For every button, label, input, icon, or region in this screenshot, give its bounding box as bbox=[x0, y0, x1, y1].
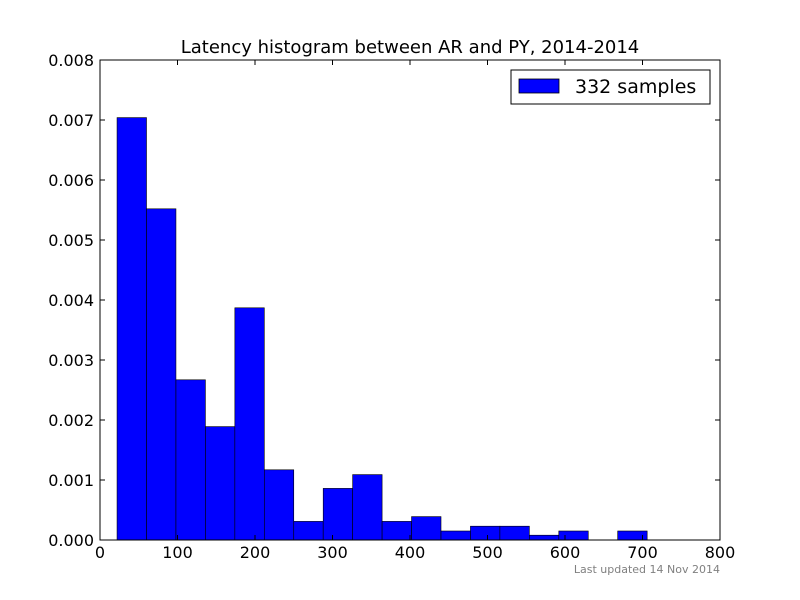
y-tick-label: 0.003 bbox=[48, 351, 94, 370]
histogram-bar-5 bbox=[263, 469, 295, 541]
y-tick-label: 0.001 bbox=[48, 471, 94, 490]
y-tick-label: 0.006 bbox=[48, 171, 94, 190]
x-tick-label: 100 bbox=[162, 543, 193, 562]
histogram-bar-0 bbox=[116, 117, 147, 541]
x-tick-label: 700 bbox=[627, 543, 658, 562]
y-tick-label: 0.007 bbox=[48, 111, 94, 130]
x-tick-label: 500 bbox=[472, 543, 503, 562]
bars-group bbox=[116, 117, 648, 541]
legend: 332 samples bbox=[510, 69, 711, 105]
legend-swatch bbox=[518, 78, 560, 94]
axis-ticks: 0 100 200 300 400 500 600 700 800 0.000 0.001 0.002… bbox=[48, 51, 735, 562]
histogram-bar-11 bbox=[440, 530, 471, 541]
histogram-bar-14 bbox=[529, 534, 560, 541]
chart-title: Latency histogram between AR and PY, 201… bbox=[181, 37, 640, 58]
x-tick-label: 400 bbox=[395, 543, 426, 562]
histogram-bar-10 bbox=[411, 516, 442, 541]
x-tick-label: 300 bbox=[317, 543, 348, 562]
histogram-bar-3 bbox=[205, 426, 236, 541]
y-tick-label: 0.008 bbox=[48, 51, 94, 70]
y-tick-label: 0.002 bbox=[48, 411, 94, 430]
last-updated-note: Last updated 14 Nov 2014 bbox=[573, 563, 720, 576]
x-tick-label: 0 bbox=[95, 543, 105, 562]
y-tick-label: 0.000 bbox=[48, 531, 94, 550]
histogram-bar-9 bbox=[381, 521, 412, 541]
histogram-bar-15 bbox=[558, 530, 589, 541]
x-tick-label: 600 bbox=[550, 543, 581, 562]
histogram-bar-2 bbox=[175, 379, 206, 541]
x-tick-label: 200 bbox=[240, 543, 271, 562]
histogram-bar-12 bbox=[470, 525, 501, 541]
histogram-bar-13 bbox=[499, 525, 530, 541]
histogram-bar-8 bbox=[352, 474, 383, 541]
y-tick-label: 0.004 bbox=[48, 291, 94, 310]
y-tick-label: 0.005 bbox=[48, 231, 94, 250]
histogram-bar-6 bbox=[293, 521, 324, 541]
x-tick-label: 800 bbox=[705, 543, 736, 562]
legend-label: 332 samples bbox=[575, 76, 696, 98]
histogram-bar-4 bbox=[234, 307, 265, 541]
histogram-bar-7 bbox=[322, 488, 353, 541]
histogram-bar-1 bbox=[146, 208, 177, 541]
